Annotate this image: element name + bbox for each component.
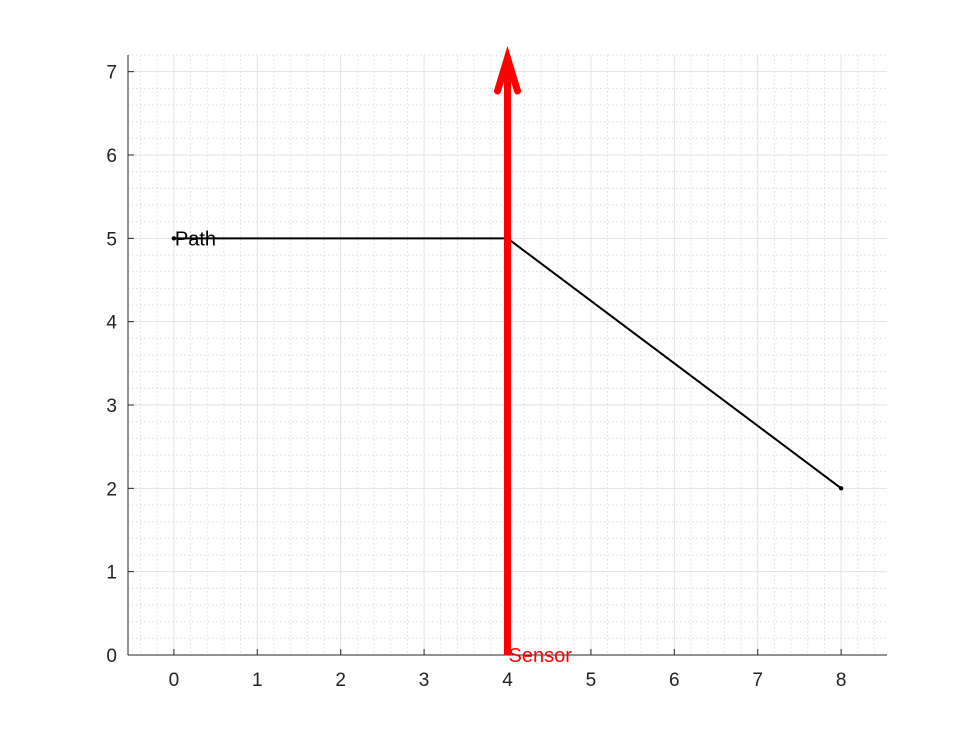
annotations: Path Sensor <box>175 228 572 667</box>
annotation-label: Path <box>175 228 216 250</box>
y-tick-label: 5 <box>106 229 117 250</box>
y-tick-label: 7 <box>106 63 117 84</box>
x-tick-label: 6 <box>669 670 680 691</box>
x-tick-label: 8 <box>836 670 847 691</box>
x-tick-label: 1 <box>252 670 263 691</box>
sensor-arrow-layer <box>494 45 521 655</box>
x-tick-label: 3 <box>419 670 430 691</box>
y-tick-label: 3 <box>106 396 117 417</box>
x-tick-label: 2 <box>335 670 346 691</box>
path-point <box>171 236 177 241</box>
annotation-label: Sensor <box>509 645 573 667</box>
y-tick-label: 6 <box>106 146 117 167</box>
x-tick-label: 0 <box>169 670 180 691</box>
x-tick-label: 5 <box>586 670 597 691</box>
x-tick-label: 7 <box>752 670 763 691</box>
y-tick-label: 1 <box>106 563 117 584</box>
y-tick-label: 2 <box>106 479 117 500</box>
tick-labels: 0 1 2 3 4 5 6 7 8 0 1 2 3 4 5 6 7 <box>106 63 846 691</box>
sensor-arrow-head <box>494 45 521 95</box>
y-tick-label: 0 <box>106 646 117 667</box>
y-tick-label: 4 <box>106 313 117 334</box>
path-point <box>838 486 844 491</box>
x-tick-label: 4 <box>502 670 513 691</box>
